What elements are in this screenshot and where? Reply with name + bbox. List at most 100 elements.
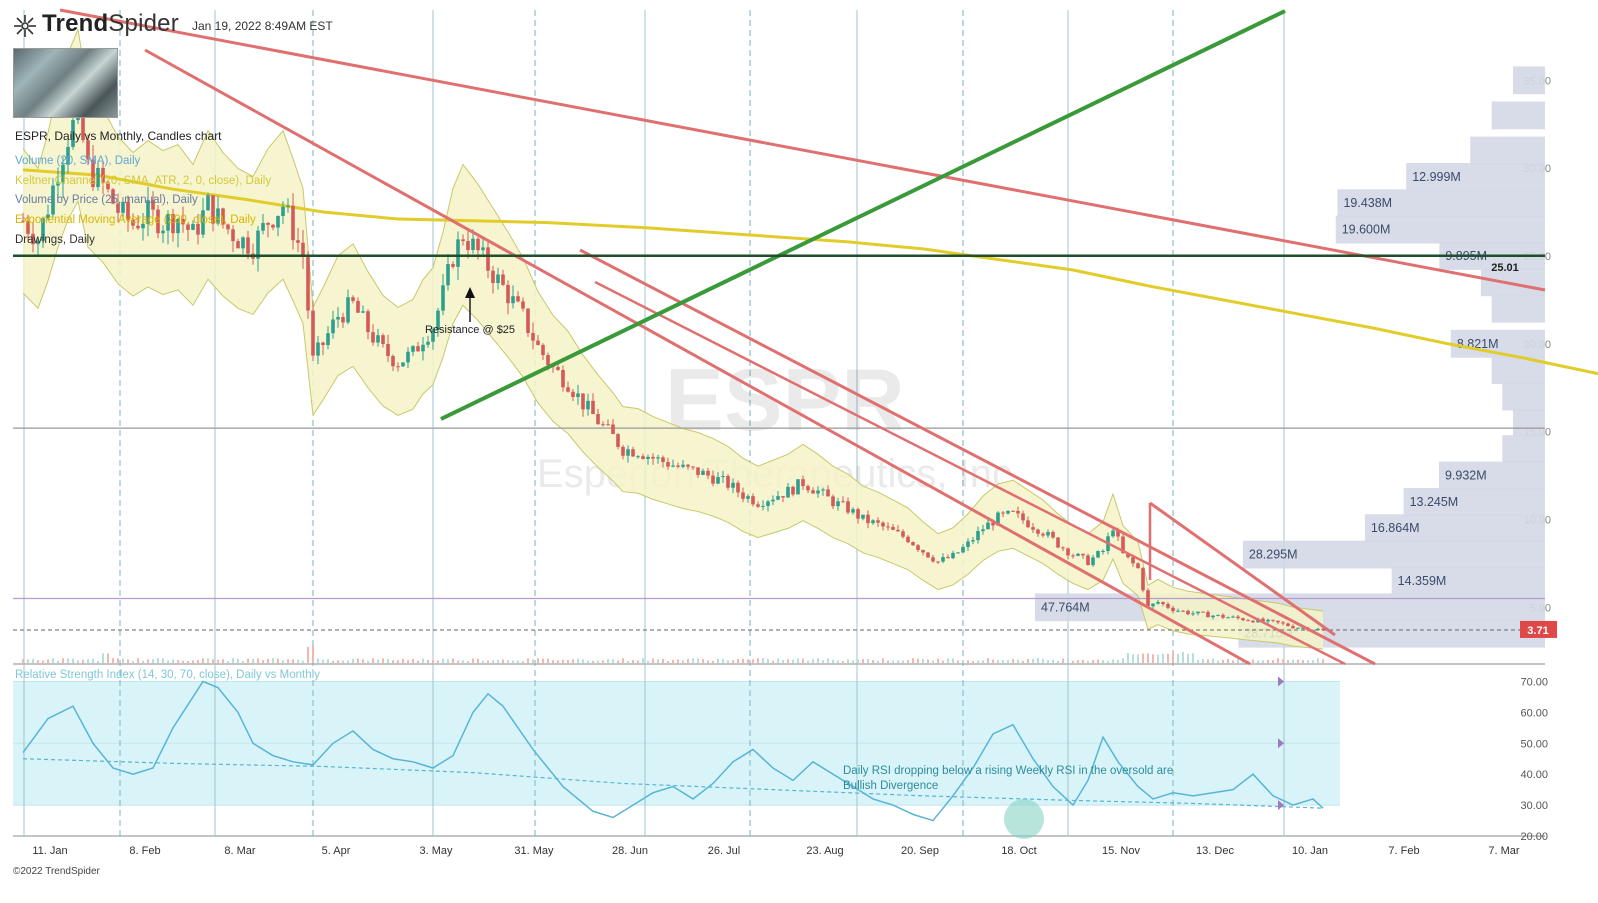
rsi-legend[interactable]: Relative Strength Index (14, 30, 70, clo…	[15, 669, 320, 681]
volume-bar	[847, 659, 849, 663]
legend-volume-by-price[interactable]: Volume by Price (25, manual), Daily	[15, 194, 198, 206]
candle-body	[91, 159, 95, 188]
volume-bar	[1037, 658, 1039, 663]
candle-body	[1176, 610, 1180, 612]
candle-body	[1131, 557, 1135, 564]
candle-body	[1051, 532, 1055, 538]
legend-keltner[interactable]: Keltner Channel (20, SMA, ATR, 2, 0, clo…	[15, 175, 272, 187]
candle-body	[651, 456, 655, 459]
volume-bar	[702, 659, 704, 663]
candle-body	[821, 489, 825, 491]
volume-bar	[422, 658, 424, 663]
legend-title[interactable]: ESPR, Daily vs Monthly, Candles chart	[15, 129, 222, 143]
legend-volume[interactable]: Volume (20, SMA), Daily	[15, 155, 141, 167]
candle-body	[771, 499, 775, 502]
volume-bar	[742, 658, 744, 663]
candle-body	[726, 476, 730, 488]
candle-body	[416, 346, 420, 352]
volume-bar	[532, 659, 534, 663]
candle-body	[1171, 607, 1175, 612]
volume-bar	[157, 658, 159, 663]
vbp-bar	[1438, 461, 1545, 490]
volume-bar	[1142, 653, 1144, 663]
candle-body	[906, 536, 910, 543]
candle-body	[466, 241, 470, 251]
volume-bar	[462, 660, 464, 663]
candle-body	[1146, 590, 1150, 607]
vbp-bar	[1502, 435, 1545, 464]
candle-body	[1291, 626, 1295, 629]
x-tick-label: 13. Dec	[1196, 845, 1234, 857]
volume-bar	[27, 659, 29, 663]
candle-body	[836, 501, 840, 507]
volume-bar	[1187, 653, 1189, 663]
candle-body	[711, 475, 715, 484]
support-value-label: 25.01	[1491, 262, 1519, 274]
volume-bar	[222, 659, 224, 663]
volume-bar	[42, 660, 44, 663]
candle-body	[1181, 610, 1185, 612]
candle-body	[51, 185, 55, 215]
candle-body	[1036, 529, 1040, 534]
volume-bar	[1152, 654, 1154, 663]
rsi-y-tick-label: 30.00	[1520, 800, 1548, 812]
brand-thin: Spider	[108, 10, 179, 37]
volume-bar	[692, 658, 694, 663]
volume-bar	[137, 658, 139, 663]
volume-bar	[577, 658, 579, 663]
volume-bar	[457, 660, 459, 663]
volume-bar	[942, 660, 944, 663]
vbp-bar	[1480, 268, 1545, 297]
candle-body	[781, 496, 785, 498]
candle-body	[701, 470, 705, 475]
volume-bar	[717, 658, 719, 663]
volume-bar	[582, 659, 584, 663]
volume-bar	[1317, 658, 1319, 663]
volume-bar	[1202, 658, 1204, 663]
volume-bar	[22, 659, 24, 663]
candle-body	[1166, 604, 1170, 608]
volume-bar	[127, 659, 129, 663]
candle-body	[811, 490, 815, 494]
candle-body	[296, 240, 300, 243]
candle-body	[1236, 616, 1240, 619]
candle-body	[646, 456, 650, 459]
volume-bar	[642, 658, 644, 663]
volume-bar	[47, 659, 49, 663]
rsi-y-tick-label: 50.00	[1520, 738, 1548, 750]
volume-bar	[342, 660, 344, 663]
x-axis: 11. Jan 8. Feb 8. Mar 5. Apr 3. May 31. May 28…	[32, 845, 1520, 857]
legend-ema[interactable]: Exponential Moving Average (200, close),…	[15, 214, 256, 226]
candle-body	[311, 310, 315, 356]
volume-bar	[622, 658, 624, 663]
volume-bar	[557, 660, 559, 663]
volume-bar	[977, 660, 979, 663]
volume-bar	[1252, 659, 1254, 663]
candle-body	[81, 98, 85, 141]
candle-body	[401, 362, 405, 367]
candle-body	[1226, 617, 1230, 619]
legend-drawings[interactable]: Drawings, Daily	[15, 234, 95, 246]
volume-bar	[897, 660, 899, 663]
volume-bar	[932, 660, 934, 663]
candle-body	[786, 486, 790, 498]
candle-body	[461, 239, 465, 242]
vbp-bar	[1470, 136, 1545, 165]
candle-body	[886, 526, 890, 528]
ema-200-line	[22, 168, 1598, 376]
candle-body	[286, 205, 290, 207]
candle-body	[1241, 618, 1245, 621]
candle-body	[216, 208, 220, 224]
drawings: 25.01 Resistance @ $25	[13, 8, 1546, 666]
candle-body	[511, 296, 515, 304]
volume-bar	[857, 659, 859, 663]
candle-body	[926, 552, 930, 558]
candle-body	[1271, 619, 1275, 621]
candle-body	[21, 220, 25, 222]
volume-bar	[1172, 652, 1174, 663]
candle-body	[931, 557, 935, 562]
volume-bar	[117, 658, 119, 663]
volume-bar	[77, 660, 79, 663]
candle-body	[1006, 510, 1010, 514]
